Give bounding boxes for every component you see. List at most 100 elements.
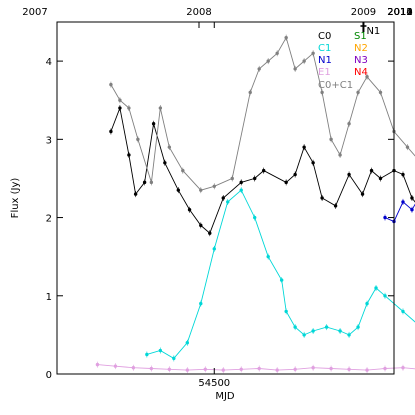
legend-entry-N3: N3 [354,55,368,66]
point-C0-3 [133,192,138,196]
point-C0-10 [208,231,212,235]
point-C0+C1-5 [158,106,163,110]
series-C0 [109,105,415,237]
point-C0+C1-25 [378,90,383,95]
y-axis-label: Flux (Jy) [10,178,21,219]
point-C1-19 [365,301,369,306]
point-E1-10 [275,368,279,372]
point-C0-1 [118,106,122,110]
legend-entry-N2: N2 [354,43,368,54]
point-C0+C1-10 [230,176,234,181]
point-E1-8 [239,367,243,372]
point-C0-24 [378,176,383,181]
events-layer: N1N2N3N4 [360,22,380,37]
point-C0+C1-12 [257,67,261,71]
point-C0-7 [176,188,181,192]
point-C1-14 [311,329,315,333]
legend-entry-N1: N1 [318,55,332,66]
series-C1 [145,187,415,362]
point-C1-8 [253,215,257,220]
point-C1-22 [401,309,405,314]
point-C0-5 [151,121,156,126]
series-line-E1 [97,364,415,371]
point-C1-11 [284,309,288,314]
point-E1-0 [95,362,100,367]
point-C1-4 [199,301,203,306]
point-E1-1 [113,364,118,368]
point-C0+C1-1 [118,98,122,102]
point-E1-17 [401,366,405,370]
point-C0-14 [261,168,266,173]
point-C0+C1-7 [181,168,185,173]
point-C1-0 [145,352,149,357]
point-C0-12 [239,180,243,185]
axes-layer: 5450055000555005600056500012342007200820… [22,7,412,389]
point-C1-5 [212,247,216,251]
point-E1-15 [365,368,369,372]
event-label-N1: N1 [366,26,380,37]
year-label-2009: 2009 [351,7,376,18]
series-N1 [383,198,415,225]
point-C1-12 [293,325,297,329]
y-tick-label-0: 0 [46,370,52,381]
point-C0-6 [163,161,167,165]
point-E1-16 [383,366,387,371]
point-E1-11 [293,367,297,372]
point-C1-18 [356,325,360,329]
point-C1-20 [374,286,378,290]
point-E1-6 [203,367,207,372]
point-E1-3 [149,366,154,371]
year-label-2014: 2014 [387,7,412,18]
point-C0-11 [221,196,225,200]
point-C0-16 [293,172,297,177]
legend-entry-N4: N4 [354,67,368,78]
point-C0-27 [410,196,414,200]
series-E1 [95,361,415,374]
point-C1-15 [324,325,329,329]
point-C0-19 [320,196,324,200]
point-C0-15 [284,180,288,185]
point-C0-20 [333,204,338,208]
x-tick-label-0: 54500 [198,378,230,389]
point-C1-2 [172,356,176,361]
point-N1-0 [383,215,387,220]
y-tick-label-2: 2 [46,214,52,225]
point-C0+C1-4 [149,180,154,185]
point-C0-9 [199,223,203,228]
point-C0+C1-20 [329,137,333,142]
point-E1-2 [131,366,136,370]
point-C0+C1-11 [248,90,252,95]
point-C1-3 [185,341,190,345]
year-label-2012: 2012 [387,7,412,18]
legend-entry-C0+C1: C0+C1 [318,80,353,91]
point-E1-12 [311,366,315,370]
point-C1-9 [266,254,270,259]
year-label-2008: 2008 [186,7,211,18]
y-tick-label-4: 4 [46,57,52,68]
legend-entry-E1: E1 [318,67,331,78]
point-C0+C1-3 [136,137,140,142]
point-C1-17 [347,333,351,337]
point-C0+C1-0 [109,82,113,87]
point-C0+C1-22 [347,121,351,126]
point-C0+C1-16 [293,67,297,71]
legend-entry-C1: C1 [318,43,331,54]
point-E1-4 [167,367,172,372]
series-layer [95,34,415,374]
point-E1-5 [185,368,190,372]
y-tick-label-3: 3 [46,135,52,146]
series-line-C0 [110,106,415,234]
point-N1-3 [410,208,414,212]
point-C1-10 [279,278,284,282]
point-C0+C1-14 [275,51,279,55]
point-C1-21 [383,294,387,298]
point-C0+C1-17 [302,59,306,63]
x-axis-label: MJD [215,391,235,402]
point-C0+C1-13 [266,59,270,63]
point-C0+C1-6 [167,145,172,149]
point-C1-13 [302,333,306,337]
point-C0+C1-21 [338,153,342,157]
point-C0-0 [109,129,113,134]
